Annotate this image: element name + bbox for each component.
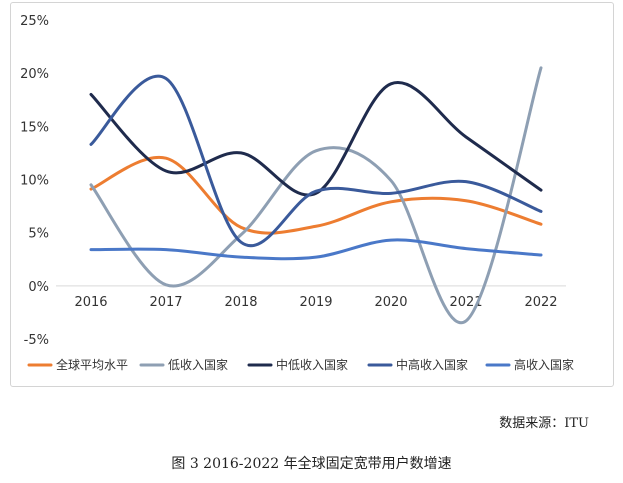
x-tick-label: 2018 [224, 295, 257, 310]
legend-label: 中高收入国家 [396, 357, 468, 372]
x-tick-label: 2016 [74, 295, 107, 310]
series-line-1 [89, 66, 543, 325]
x-axis-ticks: 2016 2017 2018 2019 2020 2021 2022 [74, 295, 557, 310]
y-tick-label: 5% [28, 227, 49, 242]
legend: 全球平均水平 低收入国家 中低收入国家 中高收入国家 高收入国家 [27, 357, 574, 372]
data-source: 数据来源：ITU [499, 416, 589, 431]
x-tick-label: 2019 [299, 295, 332, 310]
figure-caption: 图 3 2016-2022 年全球固定宽带用户数增速 [171, 456, 452, 472]
legend-label: 低收入国家 [168, 357, 228, 372]
y-axis-ticks: 25% 20% 15% 10% 5% 0% -5% [20, 14, 49, 348]
y-tick-label: 15% [20, 120, 49, 135]
y-tick-label: 0% [28, 280, 49, 295]
series-line-4 [89, 238, 543, 261]
x-tick-label: 2021 [449, 295, 482, 310]
x-tick-label: 2017 [149, 295, 182, 310]
legend-label: 中低收入国家 [276, 357, 348, 372]
series-line-2 [89, 81, 543, 197]
y-tick-label: 25% [20, 14, 49, 29]
series-line-3 [89, 74, 543, 248]
y-tick-label: -5% [24, 333, 49, 348]
y-tick-label: 20% [20, 67, 49, 82]
x-tick-label: 2020 [374, 295, 407, 310]
series-line-0 [89, 155, 543, 235]
y-tick-label: 10% [20, 174, 49, 189]
x-tick-label: 2022 [524, 295, 557, 310]
legend-label: 高收入国家 [514, 357, 574, 372]
legend-label: 全球平均水平 [56, 357, 128, 372]
series-lines [89, 66, 543, 325]
chart-container: 25% 20% 15% 10% 5% 0% -5% 2016 2017 2018 2019 2020… [10, 2, 614, 387]
line-chart: 25% 20% 15% 10% 5% 0% -5% 2016 2017 2018 2019 2020… [20, 14, 574, 372]
